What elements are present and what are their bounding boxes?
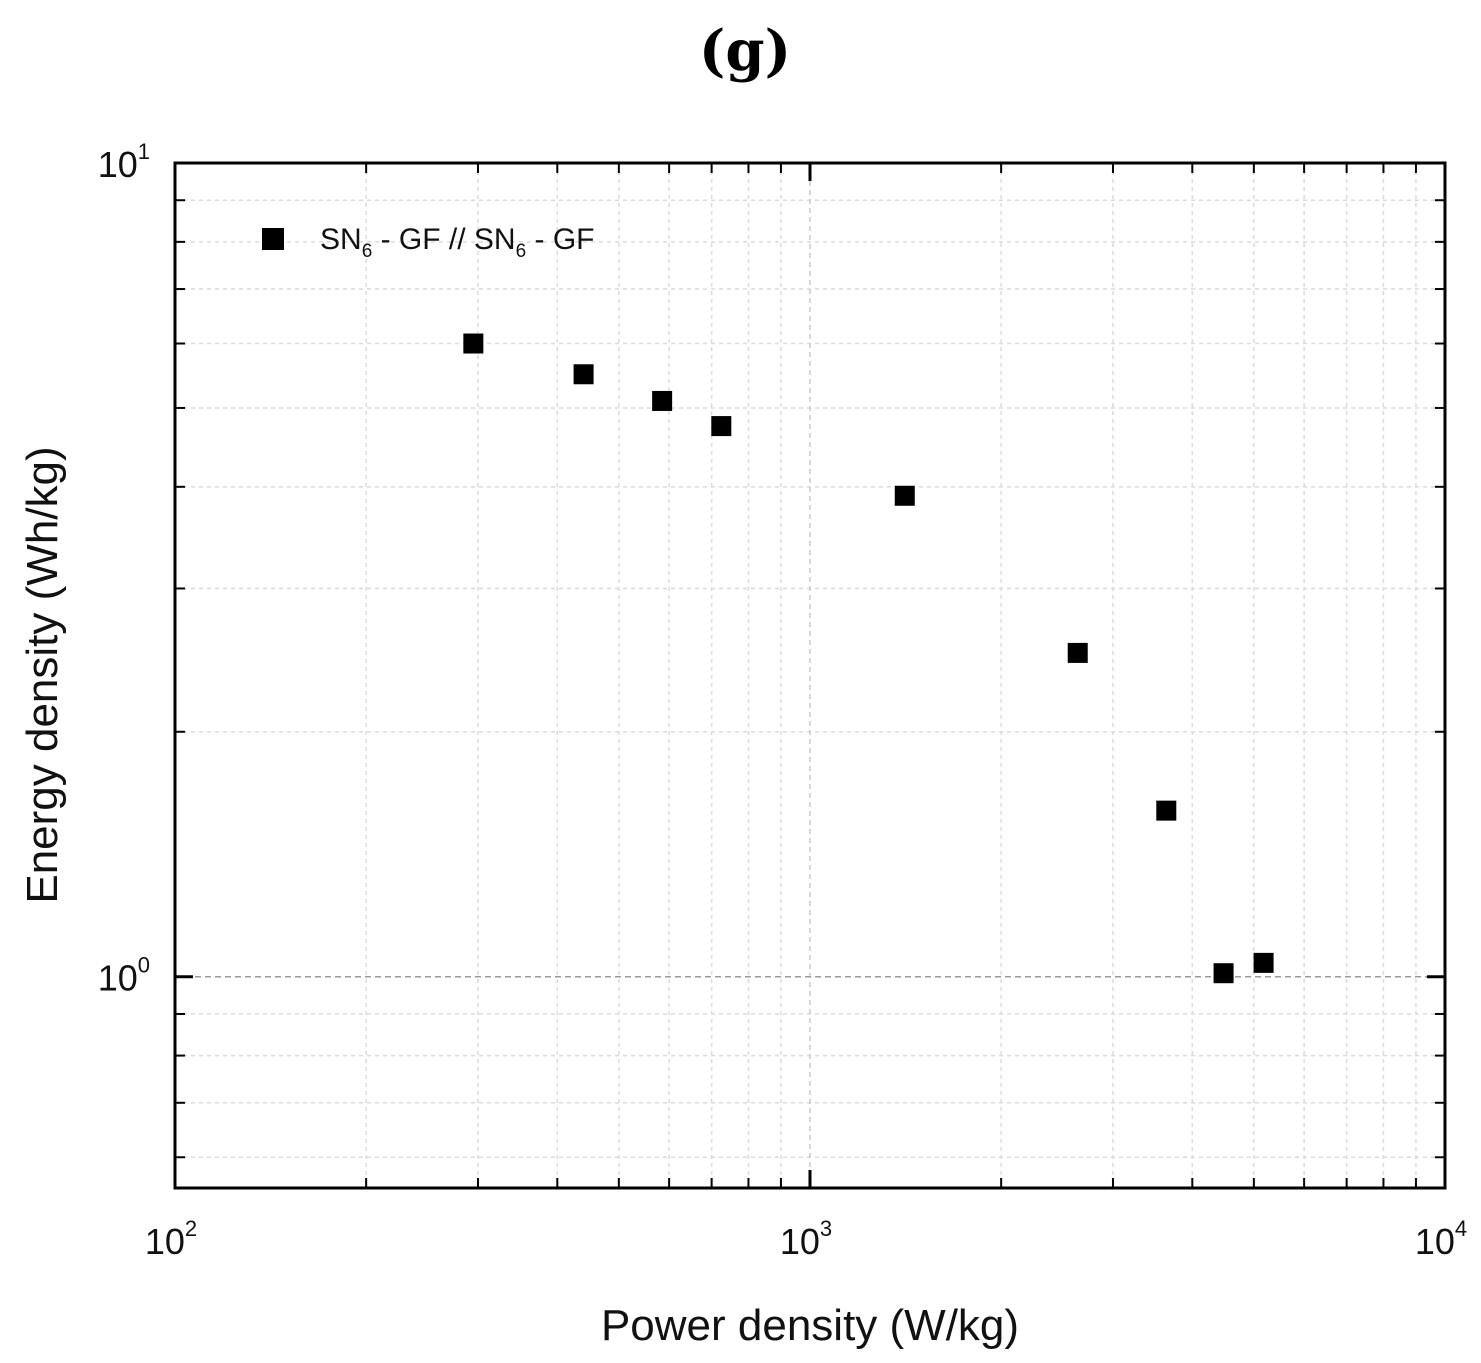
legend-text-part: SN	[320, 223, 362, 256]
data-point	[894, 485, 915, 506]
x-tick-exponent: 2	[185, 1216, 197, 1241]
x-tick-exponent: 3	[820, 1216, 832, 1241]
data-point	[652, 390, 673, 411]
x-tick-label: 103	[780, 1216, 832, 1262]
legend-marker	[262, 228, 284, 250]
axis-ticks	[173, 161, 1447, 1188]
y-tick-label: 100	[98, 953, 150, 999]
data-point	[711, 416, 732, 437]
data-point	[1067, 642, 1088, 663]
legend: SN6 - GF // SN6 - GF	[262, 223, 595, 262]
x-axis-title: Power density (W/kg)	[601, 1301, 1019, 1350]
y-axis-title: Energy density (Wh/kg)	[18, 446, 67, 903]
data-point	[1213, 963, 1234, 984]
y-tick-label: 101	[98, 139, 150, 185]
major-gridlines	[175, 163, 1445, 1188]
legend-label: SN6 - GF // SN6 - GF	[320, 223, 595, 262]
legend-subscript: 6	[516, 241, 527, 262]
x-tick-exponent: 4	[1455, 1216, 1467, 1241]
y-tick-exponent: 1	[138, 139, 150, 164]
panel-label: (g)	[699, 18, 791, 84]
y-tick-exponent: 0	[138, 953, 150, 978]
data-point	[1156, 800, 1177, 821]
data-points	[463, 333, 1274, 984]
legend-text-part: - GF	[526, 223, 594, 256]
x-tick-label: 102	[145, 1216, 197, 1262]
data-point	[1253, 952, 1274, 973]
legend-text-part: - GF // SN	[372, 223, 515, 256]
x-tick-label: 104	[1415, 1216, 1467, 1262]
legend-subscript: 6	[362, 241, 373, 262]
data-point	[463, 333, 484, 354]
data-point	[573, 364, 594, 385]
